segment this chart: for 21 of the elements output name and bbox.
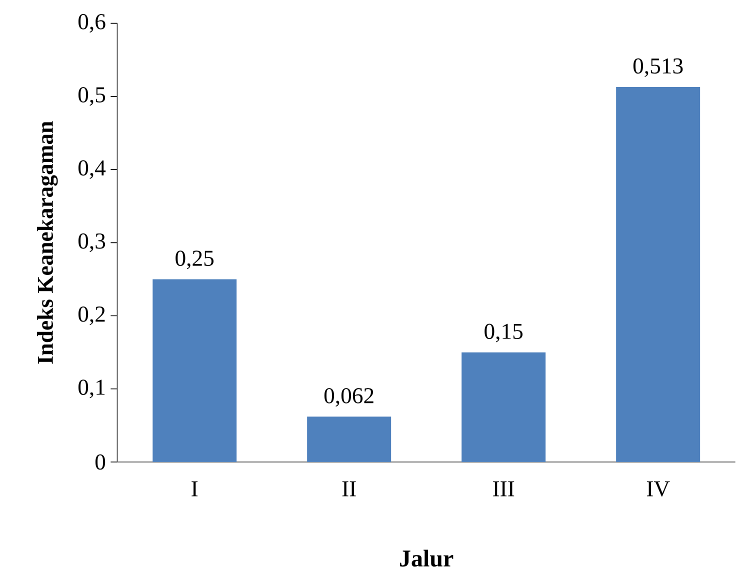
data-label: 0,513: [633, 58, 683, 77]
x-tick-label: I: [192, 481, 198, 496]
x-tick-label: II: [342, 481, 356, 496]
y-tick-label: 0,3: [78, 233, 106, 252]
data-label: 0,25: [176, 250, 214, 270]
data-label: 0,15: [484, 324, 523, 342]
x-tick-label: III: [493, 481, 514, 496]
bar: [616, 86, 700, 462]
x-tick-label: IV: [646, 481, 670, 497]
y-tick-label: 0,1: [78, 380, 105, 398]
bar: [307, 416, 392, 462]
y-tick-label: 0,6: [78, 14, 106, 33]
y-tick-label: 0,2: [78, 306, 105, 326]
x-axis-title: Jalur: [400, 550, 454, 567]
y-tick-label: 0,4: [78, 160, 106, 179]
bar: [462, 352, 546, 462]
y-axis-title: Indeks Keanekaragaman: [37, 121, 58, 364]
bar: [152, 279, 237, 462]
y-tick-label: 0: [95, 454, 106, 470]
data-label: 0,062: [324, 388, 374, 407]
y-tick-label: 0,5: [78, 87, 106, 106]
